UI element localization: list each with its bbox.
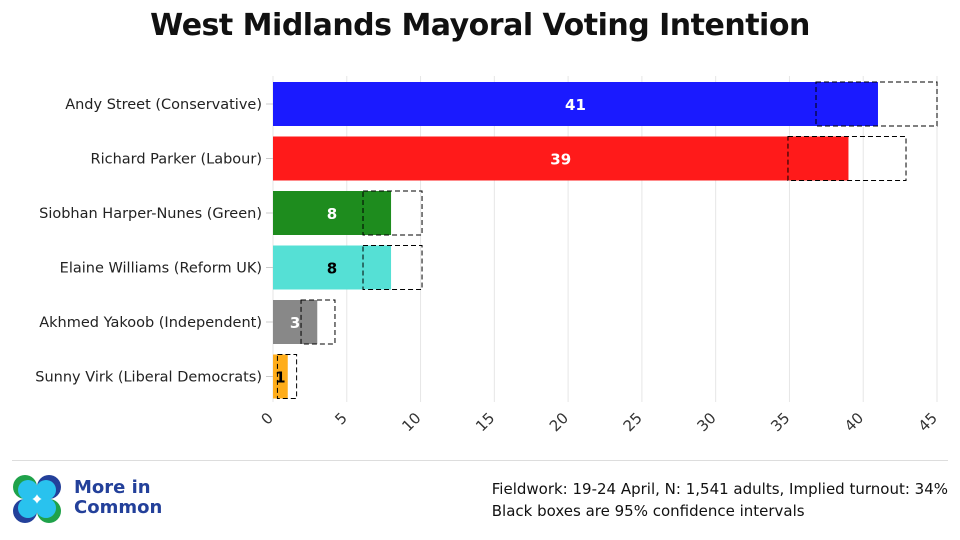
category-label: Akhmed Yakoob (Independent) — [39, 315, 262, 331]
confidence-interval-box — [787, 136, 907, 181]
divider — [12, 460, 948, 461]
category-label: Siobhan Harper-Nunes (Green) — [39, 206, 262, 222]
x-tick-label: 45 — [915, 409, 941, 435]
footnotes: Fieldwork: 19-24 April, N: 1,541 adults,… — [492, 478, 948, 522]
data-label: 8 — [327, 205, 337, 223]
x-tick-label: 0 — [258, 409, 277, 428]
confidence-interval-box — [276, 354, 298, 399]
more-in-common-logo-icon — [13, 475, 61, 523]
data-label: 3 — [290, 314, 300, 332]
brand-name: More in Common — [74, 478, 162, 518]
category-label: Andy Street (Conservative) — [65, 97, 262, 113]
x-tick-label: 5 — [331, 409, 350, 428]
category-label: Sunny Virk (Liberal Democrats) — [35, 370, 262, 386]
fieldwork-note: Fieldwork: 19-24 April, N: 1,541 adults,… — [491, 480, 948, 498]
data-label: 1 — [275, 369, 285, 387]
x-tick-label: 30 — [693, 409, 719, 435]
confidence-interval-box — [300, 299, 336, 345]
x-tick-label: 35 — [767, 409, 793, 435]
x-tick-label: 40 — [841, 409, 867, 435]
confidence-interval-box — [815, 81, 938, 127]
x-tick-label: 15 — [472, 409, 498, 435]
confidence-interval-box — [362, 245, 423, 290]
category-label: Elaine Williams (Reform UK) — [60, 261, 262, 277]
brand-line1: More in — [74, 477, 151, 498]
bar — [273, 82, 878, 126]
data-label: 41 — [565, 96, 586, 114]
chart-title: West Midlands Mayoral Voting Intention — [150, 8, 810, 43]
ci-note: Black boxes are 95% confidence intervals — [491, 502, 805, 520]
bar — [273, 191, 392, 235]
bar-chart: 0 5 10 15 20 25 30 35 40 45 Andy Street (Conservat… — [35, 76, 941, 435]
bar — [273, 300, 318, 344]
bar — [273, 245, 392, 290]
category-label: Richard Parker (Labour) — [91, 152, 263, 168]
brand-line2: Common — [74, 497, 163, 518]
bar — [273, 354, 288, 399]
data-label: 8 — [327, 260, 337, 278]
confidence-interval-box — [362, 190, 423, 236]
x-tick-label: 10 — [398, 409, 424, 435]
bar — [273, 136, 849, 181]
x-tick-label: 25 — [620, 409, 646, 435]
data-label: 39 — [550, 151, 571, 169]
x-tick-label: 20 — [546, 409, 572, 435]
